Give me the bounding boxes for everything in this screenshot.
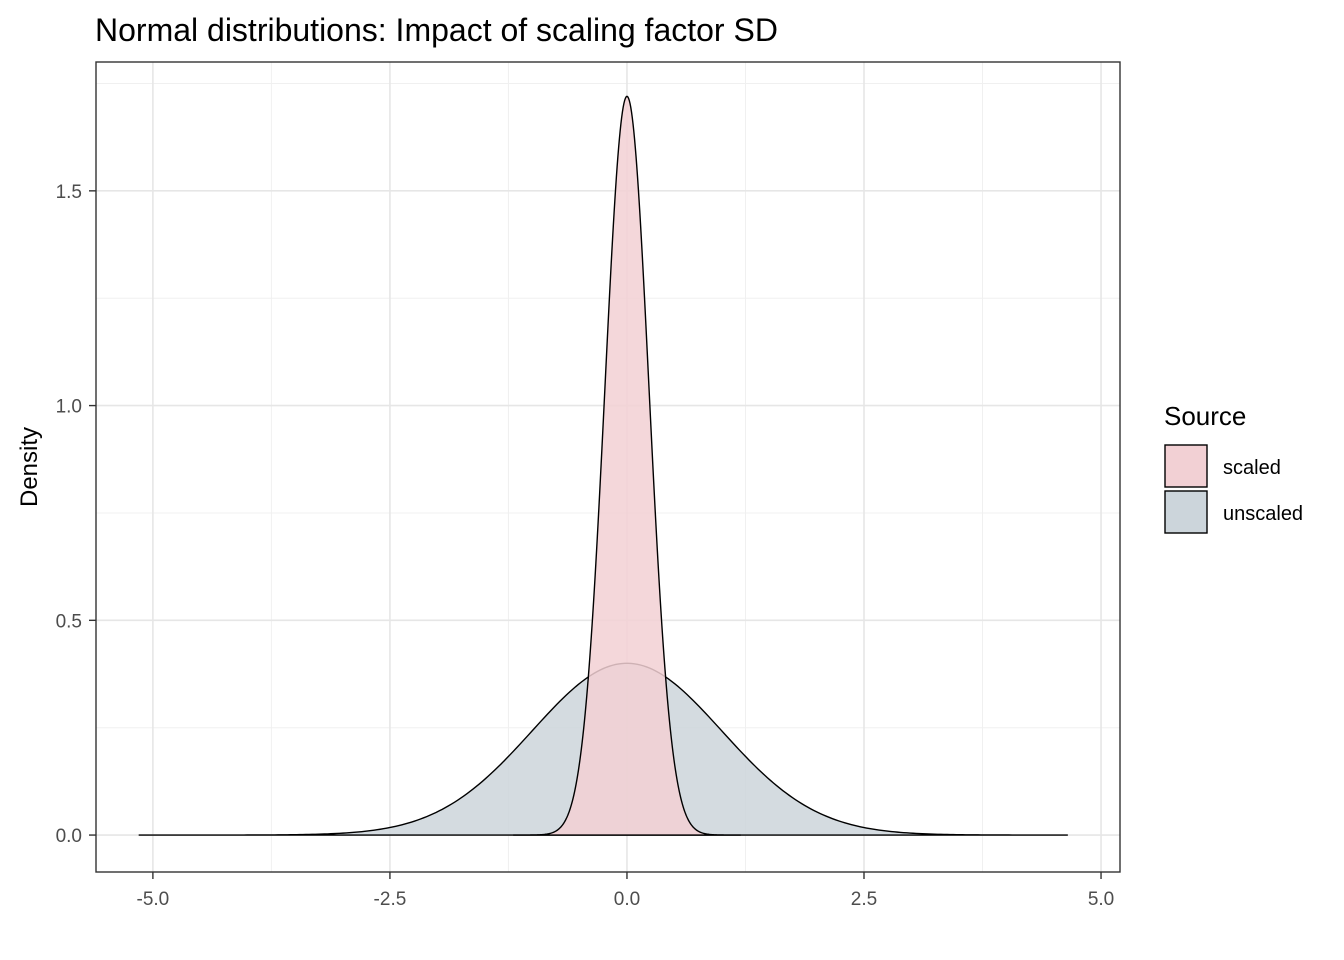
x-tick-label: 0.0 [614,889,640,910]
x-tick-label: -5.0 [137,889,170,910]
y-tick-label: 0.0 [56,826,82,847]
legend-title: Source [1164,401,1246,431]
legend-key-unscaled [1164,490,1208,534]
legend-label-scaled: scaled [1223,457,1281,479]
x-tick-label: -2.5 [374,889,407,910]
y-tick-label: 1.0 [56,397,82,418]
plot-panel [95,61,1121,873]
y-tick-label: 1.5 [56,182,82,203]
x-tick-label: 5.0 [1088,889,1114,910]
chart-title: Normal distributions: Impact of scaling … [95,12,778,48]
y-axis: 0.0 0.5 1.0 1.5 [56,182,96,847]
density-areas [138,95,1068,836]
density-area-scaled [513,95,741,836]
legend-label-unscaled: unscaled [1223,503,1303,525]
y-axis-title: Density [16,427,43,507]
legend-key-scaled [1164,444,1208,488]
x-tick-label: 2.5 [851,889,877,910]
panel-border [95,61,1121,873]
x-axis: -5.0 -2.5 0.0 2.5 5.0 [137,872,1114,910]
y-tick-label: 0.5 [56,611,82,632]
legend: Source scaled unscaled [1164,401,1303,534]
